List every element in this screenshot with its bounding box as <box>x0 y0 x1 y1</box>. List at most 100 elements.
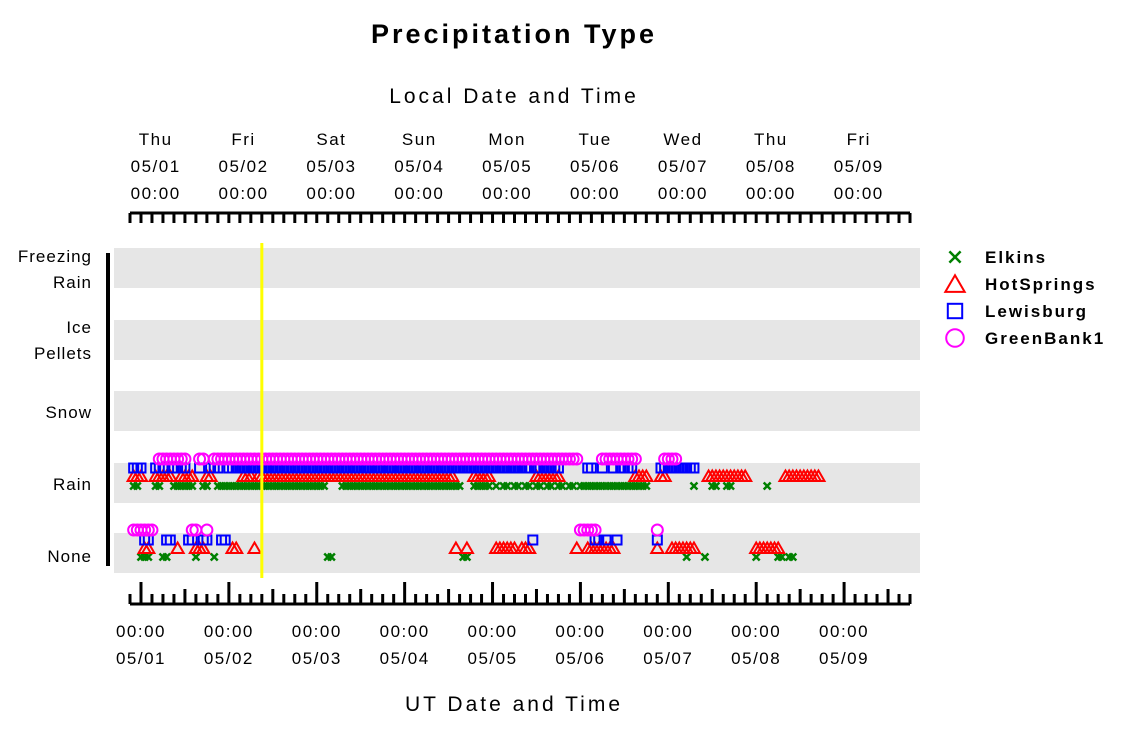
bottom-tick-label-time: 00:00 <box>819 622 869 641</box>
hotsprings-point <box>184 468 201 482</box>
elkins-point <box>502 481 512 491</box>
elkins-point <box>191 552 201 562</box>
bottom-tick-label-time: 00:00 <box>380 622 430 641</box>
legend-hotsprings-marker <box>943 273 967 293</box>
hotsprings-point <box>228 540 244 554</box>
top-tick-label-date: 05/02 <box>218 157 268 176</box>
bottom-tick-label-date: 05/08 <box>731 649 781 668</box>
elkins-point <box>568 481 578 491</box>
hotsprings-point <box>521 540 537 554</box>
bottom-time-axis: 00:00 05/01 00:00 05/02 00:00 05/03 00:00 05/04… <box>116 582 912 668</box>
band-freezing-rain <box>114 248 920 288</box>
band-ice-pellets <box>114 320 920 360</box>
top-tick-label-day: Wed <box>663 130 702 149</box>
hotsprings-point <box>638 468 655 482</box>
bottom-tick-label-time: 00:00 <box>116 622 166 641</box>
category-label: Rain <box>53 273 92 292</box>
greenbank1-point <box>625 452 639 466</box>
hotsprings-point <box>649 540 666 554</box>
category-labels: Freezing Rain Ice Pellets Snow Rain None <box>18 247 92 566</box>
hotsprings-point <box>686 540 702 554</box>
data-marks <box>125 452 827 562</box>
bottom-tick-label-date: 05/01 <box>116 649 166 668</box>
greenbank1-point <box>185 523 199 537</box>
legend-elkins-marker <box>948 250 962 264</box>
hotsprings-point <box>169 540 186 554</box>
greenbank1-point <box>193 452 207 466</box>
top-tick-label-time: 00:00 <box>834 184 884 203</box>
lewisburg-point <box>585 462 597 474</box>
band-snow <box>114 391 920 431</box>
hotsprings-point <box>444 468 461 482</box>
top-tick-label-day: Fri <box>847 130 871 149</box>
greenbank1-point <box>178 452 192 466</box>
bottom-tick-label-date: 05/09 <box>819 649 869 668</box>
hotsprings-point <box>195 540 212 554</box>
legend: Elkins HotSprings Lewisburg GreenBank1 <box>943 248 1103 348</box>
lewisburg-point <box>688 462 700 474</box>
top-tick-label-time: 00:00 <box>658 184 708 203</box>
greenbank1-point <box>174 452 188 466</box>
elkins-point <box>777 552 787 562</box>
top-tick-label-time: 00:00 <box>306 184 356 203</box>
top-tick-label-date: 05/04 <box>394 157 444 176</box>
hotsprings-point <box>448 540 464 554</box>
top-tick-label-date: 05/05 <box>482 157 532 176</box>
elkins-point <box>762 481 772 491</box>
legend-greenbank1-marker <box>945 328 965 348</box>
hotsprings-point <box>568 540 585 554</box>
greenbank1-point <box>562 452 576 466</box>
top-tick-label-time: 00:00 <box>746 184 796 203</box>
hotsprings-point <box>481 468 497 482</box>
elkins-point <box>751 552 761 562</box>
bottom-tick-label-date: 05/04 <box>380 649 430 668</box>
greenbank1-point <box>584 523 598 537</box>
greenbank1-point <box>650 523 664 537</box>
greenbank1-point <box>570 452 584 466</box>
category-label: Ice <box>66 318 92 337</box>
elkins-point <box>154 481 164 491</box>
elkins-point <box>641 481 651 491</box>
greenbank1-point <box>665 452 679 466</box>
lewisburg-point <box>164 534 176 546</box>
greenbank1-point <box>661 452 675 466</box>
top-tick-label-time: 00:00 <box>218 184 268 203</box>
top-tick-label-day: Sat <box>316 130 346 149</box>
hotsprings-point <box>133 468 149 482</box>
greenbank1-point <box>145 523 159 537</box>
greenbank1-point <box>138 523 152 537</box>
elkins-point <box>455 481 464 491</box>
category-label: Rain <box>53 475 92 494</box>
greenbank1-point <box>588 523 602 537</box>
top-tick-label-day: Thu <box>139 130 173 149</box>
legend-label: HotSprings <box>985 275 1097 294</box>
top-tick-label-time: 00:00 <box>570 184 620 203</box>
elkins-point <box>726 481 735 491</box>
top-axis-title: Local Date and Time <box>389 85 639 108</box>
category-label: Pellets <box>34 344 92 363</box>
lewisburg-point <box>600 534 612 546</box>
elkins-point <box>711 481 721 491</box>
elkins-point <box>202 481 212 491</box>
top-time-axis: Thu 05/01 00:00 Fri 05/02 00:00 Sat 05/03 00:00 S… <box>128 130 912 223</box>
elkins-point <box>788 552 798 562</box>
hotsprings-point <box>162 468 179 482</box>
top-tick-label-day: Mon <box>488 130 526 149</box>
bottom-tick-label-time: 00:00 <box>555 622 605 641</box>
elkins-point <box>143 552 153 562</box>
elkins-point <box>162 552 172 562</box>
top-tick-label-time: 00:00 <box>131 184 181 203</box>
hotsprings-point <box>656 468 673 482</box>
bottom-tick-label-time: 00:00 <box>292 622 342 641</box>
elkins-point <box>327 552 336 562</box>
category-label: Freezing <box>18 247 92 266</box>
bottom-tick-label-time: 00:00 <box>204 622 254 641</box>
elkins-point <box>546 481 556 491</box>
elkins-point <box>535 481 545 491</box>
top-tick-label-day: Tue <box>578 130 611 149</box>
elkins-point <box>682 552 692 562</box>
chart-title: Precipitation Type <box>371 19 657 49</box>
top-tick-label-day: Fri <box>231 130 255 149</box>
hotsprings-point <box>202 468 219 482</box>
top-tick-label-date: 05/09 <box>834 157 884 176</box>
